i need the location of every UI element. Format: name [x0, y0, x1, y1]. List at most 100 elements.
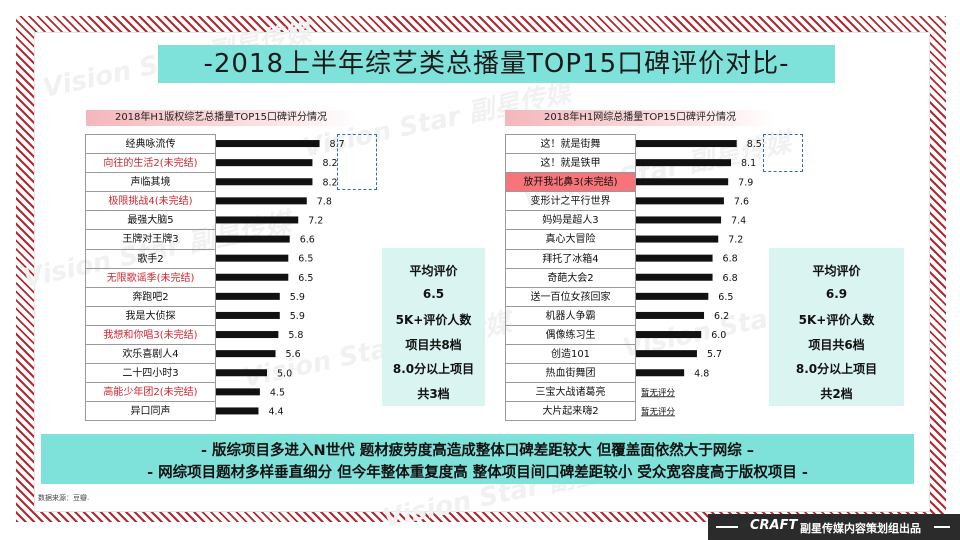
left-bar-chart: 8.78.28.27.87.26.66.56.55.95.95.85.65.04…	[216, 139, 345, 417]
bar	[216, 140, 320, 148]
bar-value-label: 4.4	[268, 406, 283, 417]
category-label: 这！就是街舞	[505, 135, 636, 155]
bar	[636, 235, 719, 243]
bar-value-label: 5.9	[290, 292, 305, 303]
stat-line: 5K+评价人数	[798, 313, 875, 327]
right-top2-highlight-box	[763, 134, 803, 172]
bar-value-label: 7.9	[738, 177, 753, 188]
footer-dash	[716, 526, 738, 528]
bar	[636, 369, 685, 377]
bar-value-label: 6.8	[723, 254, 738, 265]
category-label: 经典咏流传	[85, 135, 216, 155]
category-label: 声临其境	[85, 173, 216, 193]
summary-banner: - 版综项目多进入N世代 题材疲劳度高造成整体口碑差距较大 但覆盖面依然大于网综…	[41, 434, 914, 484]
bar	[636, 178, 729, 186]
bar	[216, 331, 279, 339]
category-label: 奇葩大会2	[505, 268, 636, 288]
bar	[216, 254, 289, 262]
bar	[216, 273, 289, 281]
left-chart-title: 2018年H1版权综艺总播量TOP15口碑评分情况	[86, 110, 356, 126]
page-title: -2018上半年综艺类总播量TOP15口碑评价对比-	[158, 45, 835, 83]
right-stats-panel: 平均评价 6.9 5K+评价人数 项目共6档 8.0分以上项目 共2档	[769, 248, 904, 406]
stat-line: 5K+评价人数	[395, 313, 472, 327]
bar	[636, 140, 737, 148]
footer-dash	[934, 526, 950, 528]
bar-value-label: 5.9	[290, 311, 305, 322]
category-label: 真心大冒险	[505, 230, 636, 250]
stat-line: 平均评价	[409, 264, 458, 278]
bar	[636, 311, 705, 319]
category-label: 送一百位女孩回家	[505, 287, 636, 307]
category-label: 极限挑战4(未完结)	[85, 192, 216, 212]
stat-line: 6.5	[422, 286, 445, 301]
summary-line-1: - 版综项目多进入N世代 题材疲劳度高造成整体口碑差距较大 但覆盖面依然大于网综…	[200, 443, 755, 459]
bar-value-label: 5.8	[288, 330, 303, 341]
category-label: 我是大侦探	[85, 306, 216, 326]
category-label: 向往的生活2(未完结)	[85, 154, 216, 174]
category-label: 歌手2	[85, 249, 216, 269]
bar-value-label: 6.0	[711, 330, 726, 341]
category-label: 欢乐喜剧人4	[85, 345, 216, 365]
stat-line: 共2档	[820, 386, 853, 401]
bar	[636, 159, 732, 167]
category-label: 大片起来嗨2	[505, 402, 636, 422]
right-bar-chart: 8.5 8.1 7.9 7.6 7.4 7.2 6.8 6.8 6.5 6.2 6.0 5.7 4.8 暂…	[636, 139, 762, 417]
bar-value-label: 6.2	[714, 311, 729, 322]
stat-line: 项目共6档	[808, 337, 865, 352]
category-label: 偶像练习生	[505, 325, 636, 346]
bar	[216, 388, 260, 396]
bar-value-label: 6.8	[723, 273, 738, 284]
category-label: 王牌对王牌3	[85, 230, 216, 250]
stat-line: 共3档	[417, 386, 450, 401]
category-label: 这！就是铁甲	[505, 154, 636, 174]
bar-value-label: 7.2	[728, 235, 743, 246]
bar	[636, 216, 722, 224]
stat-line: 项目共8档	[405, 337, 462, 352]
category-label: 无限歌谣季(未完结)	[85, 268, 216, 288]
bar	[216, 178, 313, 186]
right-category-table: 这！就是街舞 这！就是铁甲 放开我北鼻3(未完结) 变形计之平行世界 妈妈是超人3 真心大…	[505, 134, 636, 422]
no-rating-note: 暂无评分	[641, 387, 676, 398]
summary-line-2: - 网综项目题材多样垂直细分 但今年整体重复度高 整体项目间口碑差距较小 受众宽…	[147, 465, 808, 481]
bar-value-label: 5.7	[707, 349, 722, 360]
category-label: 创造101	[505, 345, 636, 365]
data-source: 数据来源：豆瓣.	[38, 494, 90, 502]
bar	[216, 407, 259, 415]
bar	[216, 311, 280, 319]
bar-value-label: 7.8	[317, 196, 332, 207]
bar-value-label: 7.2	[308, 215, 323, 226]
bar	[216, 350, 276, 358]
bar-value-label: 6.5	[298, 273, 313, 284]
bar	[216, 197, 307, 205]
footer-bar: CRAFT 副星传媒内容策划组出品	[708, 514, 960, 540]
category-label: 妈妈是超人3	[505, 211, 636, 231]
bar	[636, 331, 702, 339]
bar-value-label: 5.0	[277, 368, 292, 379]
category-label: 热血街舞团	[505, 364, 636, 384]
bar	[216, 216, 299, 224]
bar	[636, 273, 713, 281]
bar-value-label: 8.2	[322, 158, 337, 169]
no-rating-note: 暂无评分	[641, 406, 676, 417]
bar-value-label: 4.8	[694, 368, 709, 379]
bar	[216, 369, 267, 377]
footer-logo: CRAFT	[750, 518, 798, 533]
bar	[636, 254, 713, 262]
left-stats-panel: 平均评价 6.5 5K+评价人数 项目共8档 8.0分以上项目 共3档	[382, 248, 485, 406]
footer-credit: 副星传媒内容策划组出品	[800, 522, 921, 535]
right-chart-title: 2018年H1网综总播量TOP15口碑评分情况	[505, 110, 775, 126]
category-label: 奔跑吧2	[85, 287, 216, 307]
category-label: 机器人争霸	[505, 306, 636, 326]
bar-value-label: 5.6	[286, 349, 301, 360]
category-label: 二十四小时3	[85, 364, 216, 384]
bar	[636, 350, 697, 358]
stat-line: 8.0分以上项目	[795, 362, 878, 376]
bar	[216, 292, 280, 300]
bar-value-label: 6.6	[300, 235, 315, 246]
bar-value-label: 4.5	[270, 387, 285, 398]
category-label: 最强大脑5	[85, 211, 216, 231]
bar	[636, 197, 724, 205]
stat-line: 8.0分以上项目	[392, 362, 475, 376]
stat-line: 6.9	[825, 286, 848, 301]
stat-line: 平均评价	[812, 264, 861, 278]
